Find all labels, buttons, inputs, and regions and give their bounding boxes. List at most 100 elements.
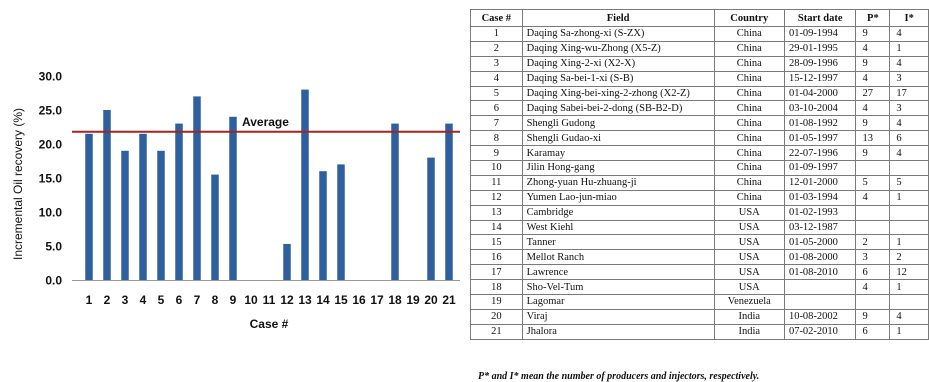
cell-field: Zhong-yuan Hu-zhuang-ji [521,174,715,191]
bar-case-5 [157,150,165,280]
cell-case: 1 [470,26,523,42]
cell-case: 17 [470,264,523,281]
table-row: 18 Sho-Vel-Tum USA 4 1 [470,279,929,296]
cell-country: China [713,100,785,117]
bar-case-3 [121,150,129,280]
x-tick-label: 13 [298,293,312,307]
column-header: P* [855,9,891,27]
y-tick-label: 30.0 [39,70,63,84]
table-header-row: Case # Field Country Start date P* I* [470,9,929,27]
bar-case-13 [301,89,309,280]
x-tick-label: 16 [352,293,366,307]
cell-injectors: 12 [889,264,929,281]
cell-field: Shengli Gudao-xi [521,130,715,147]
cell-start-date: 03-12-1987 [783,219,857,236]
y-tick-label: 20.0 [39,138,63,152]
cell-field: Daqing Xing-2-xi (X2-X) [521,55,715,72]
cell-field: Jhalora [521,323,715,340]
cell-producers: 27 [855,85,891,102]
cell-producers: 3 [855,249,891,266]
cell-start-date: 22-07-1996 [783,145,857,162]
table-row: 11 Zhong-yuan Hu-zhuang-ji China 12-01-2000… [470,174,929,191]
table-row: 7 Shengli Gudong China 01-08-1992 9 4 [470,115,929,132]
cell-injectors: 2 [889,249,929,266]
table-row: 5 Daqing Xing-bei-xing-2-zhong (X2-Z) Chin… [470,85,929,102]
cell-case: 12 [470,189,523,206]
cell-case: 10 [470,160,523,176]
table-body: 1 Daqing Sa-zhong-xi (S-ZX) China 01-09-199… [470,26,929,340]
cell-field: Sho-Vel-Tum [521,279,715,296]
cell-case: 3 [470,55,523,72]
cell-injectors: 4 [889,55,929,72]
table-footnote: P* and I* mean the number of producers a… [478,371,760,382]
cell-injectors [889,204,929,221]
column-header: Case # [470,9,523,27]
x-tick-label: 4 [140,293,147,307]
cell-injectors: 3 [889,100,929,117]
cell-country: China [713,70,785,87]
x-tick-label: 14 [316,293,330,307]
x-axis-label: Case # [250,317,289,331]
cell-country: China [713,145,785,162]
cell-country: Venezuela [713,294,785,310]
table-row: 9 Karamay China 22-07-1996 9 4 [470,145,929,162]
bar-case-1 [85,133,93,280]
cell-field: West Kiehl [521,219,715,236]
cell-start-date: 01-03-1994 [783,189,857,206]
cell-start-date: 01-08-1992 [783,115,857,132]
bar-case-2 [103,110,111,280]
cell-case: 7 [470,115,523,132]
cell-injectors: 1 [889,323,929,340]
cell-country: USA [713,279,785,296]
cell-case: 15 [470,234,523,251]
y-tick-label: 10.0 [39,206,63,220]
bar-case-12 [283,243,291,280]
cell-case: 19 [470,294,523,310]
cell-producers: 2 [855,234,891,251]
cell-producers: 6 [855,323,891,340]
bar-case-20 [427,157,435,280]
cell-case: 8 [470,130,523,147]
table-row: 16 Mellot Ranch USA 01-08-2000 3 2 [470,249,929,266]
cell-country: USA [713,204,785,221]
cell-field: Shengli Gudong [521,115,715,132]
cell-field: Jilin Hong-gang [521,160,715,176]
bar-case-8 [211,174,219,280]
cell-injectors: 1 [889,40,929,57]
bar-case-21 [445,123,453,280]
cell-injectors: 4 [889,145,929,162]
cell-field: Daqing Xing-wu-Zhong (X5-Z) [521,40,715,57]
cell-case: 18 [470,279,523,296]
cell-injectors [889,294,929,310]
x-tick-label: 17 [370,293,384,307]
cell-start-date: 01-05-2000 [783,234,857,251]
bar-case-14 [319,171,327,280]
cell-producers: 9 [855,26,891,42]
cell-producers [855,204,891,221]
cell-country: China [713,40,785,57]
column-header: Start date [783,9,857,27]
bar-case-6 [175,123,183,280]
cell-injectors: 17 [889,85,929,102]
cell-producers: 9 [855,145,891,162]
table-row: 2 Daqing Xing-wu-Zhong (X5-Z) China 29-01-1… [470,40,929,57]
cell-country: China [713,85,785,102]
cell-start-date: 07-02-2010 [783,323,857,340]
cell-field: Daqing Sa-zhong-xi (S-ZX) [521,26,715,42]
cell-country: China [713,55,785,72]
cell-case: 5 [470,85,523,102]
cell-producers [855,294,891,310]
y-tick-label: 0.0 [45,274,62,288]
x-tick-label: 2 [104,293,111,307]
cell-start-date: 01-02-1993 [783,204,857,221]
cell-start-date: 01-08-2000 [783,249,857,266]
cell-field: Yumen Lao-jun-miao [521,189,715,206]
average-label: Average [242,115,289,129]
column-header: Field [521,9,715,27]
cell-producers: 4 [855,40,891,57]
x-tick-label: 8 [212,293,219,307]
table-row: 20 Viraj India 10-08-2002 9 4 [470,308,929,325]
cell-injectors: 1 [889,279,929,296]
x-tick-label: 7 [194,293,201,307]
x-tick-label: 3 [122,293,129,307]
